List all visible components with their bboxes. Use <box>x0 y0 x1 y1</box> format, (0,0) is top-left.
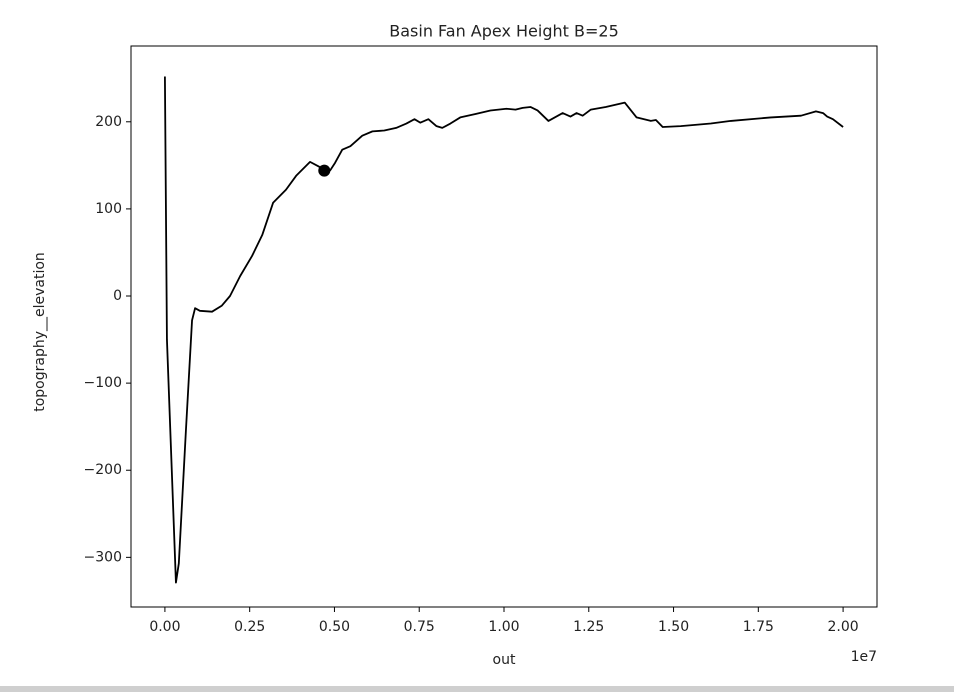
x-axis-label: out <box>493 652 516 668</box>
y-tick-label: 0 <box>113 288 122 304</box>
y-tick-label: −100 <box>84 375 122 391</box>
y-tick-label: −200 <box>84 462 122 478</box>
y-tick-label: −300 <box>84 549 122 565</box>
line <box>164 76 844 584</box>
marker-point <box>318 164 331 177</box>
x-tick-label: 0.25 <box>234 619 265 635</box>
x-tick-label: 1.00 <box>488 619 519 635</box>
y-tick-label: 200 <box>95 114 122 130</box>
window-edge <box>0 686 954 692</box>
x-tick-label: 0.75 <box>404 619 435 635</box>
x-tick-label: 1.25 <box>573 619 604 635</box>
x-tick-label: 0.00 <box>149 619 180 635</box>
x-tick-label: 1.75 <box>743 619 774 635</box>
y-tick-label: 100 <box>95 201 122 217</box>
y-axis-label: topography__elevation <box>32 252 48 412</box>
x-tick-label: 0.50 <box>319 619 350 635</box>
x-tick-label: 1.50 <box>658 619 689 635</box>
x-tick-label: 2.00 <box>828 619 859 635</box>
chart-title: Basin Fan Apex Height B=25 <box>389 22 619 41</box>
x-offset-label: 1e7 <box>851 649 877 665</box>
